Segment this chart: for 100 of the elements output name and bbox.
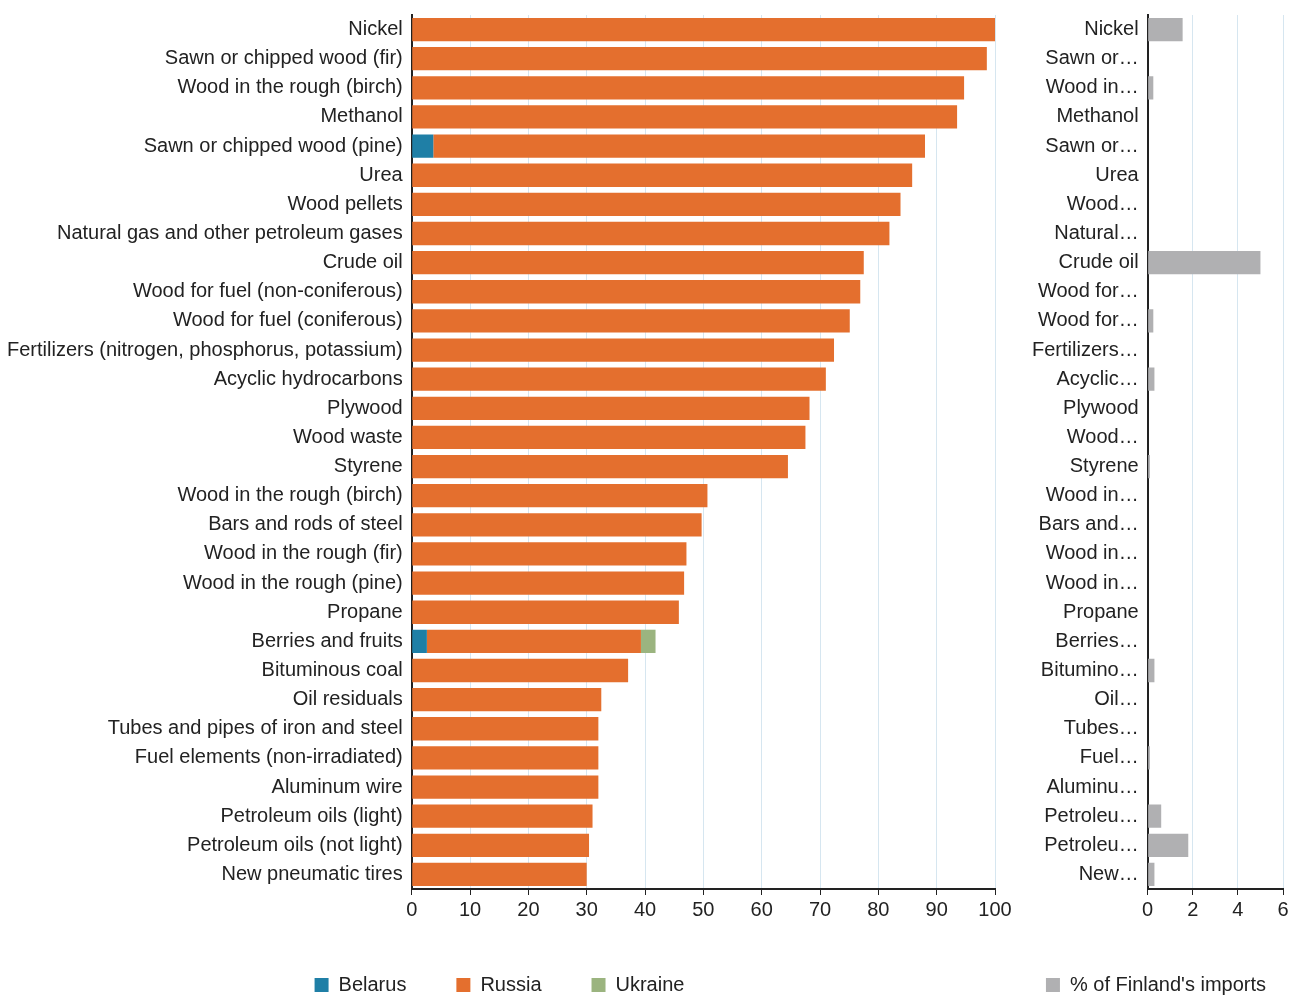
y-tick-label: Nickel <box>1084 17 1139 40</box>
y-tick-label: Aluminum wire <box>271 774 403 797</box>
x-tick-label: 2 <box>1187 897 1199 920</box>
legend-label: % of Finland's imports <box>1069 972 1267 995</box>
y-tick-label: Petroleu… <box>1044 803 1139 826</box>
x-tick-label: 50 <box>692 897 715 920</box>
y-tick-label: Urea <box>1095 162 1140 185</box>
x-tick-label: 60 <box>750 897 773 920</box>
y-tick-label: Wood in… <box>1045 570 1139 593</box>
y-tick-label: Wood in the rough (pine) <box>182 570 403 593</box>
bar <box>412 687 602 712</box>
y-tick-label: Crude oil <box>1058 250 1139 273</box>
y-tick-label: Fuel… <box>1079 745 1139 768</box>
y-tick-label: Berries and fruits <box>251 628 403 651</box>
y-tick-label: Wood for… <box>1037 279 1139 302</box>
y-tick-label: Bars and rods of steel <box>208 512 403 535</box>
y-tick-label: Wood waste <box>293 424 403 447</box>
bar <box>1148 76 1154 100</box>
y-tick-label: Nickel <box>348 17 403 40</box>
bar <box>1148 17 1183 42</box>
bar <box>1148 862 1155 887</box>
bar <box>412 163 913 187</box>
y-tick-label: Acyclic… <box>1056 366 1139 389</box>
bar <box>412 484 708 508</box>
legend-label: Russia <box>480 972 543 995</box>
bar <box>412 717 599 741</box>
y-tick-label: Acyclic hydrocarbons <box>213 366 403 389</box>
y-tick-label: Petroleum oils (not light) <box>187 832 403 855</box>
y-tick-label: Natural gas and other petroleum gases <box>56 221 403 244</box>
x-tick-label: 0 <box>406 897 418 920</box>
y-tick-label: Wood in… <box>1045 75 1139 98</box>
y-tick-label: Fertilizers… <box>1032 337 1139 360</box>
bar <box>433 134 926 158</box>
y-tick-label: Fuel elements (non-irradiated) <box>134 745 403 768</box>
bar <box>1148 309 1154 333</box>
y-tick-label: Natural… <box>1054 221 1139 244</box>
bar <box>412 454 788 479</box>
bar <box>412 775 599 799</box>
bar <box>412 192 901 217</box>
y-tick-label: Propane <box>1063 599 1139 622</box>
bar <box>412 47 987 71</box>
bar <box>412 658 629 683</box>
bar <box>412 338 835 362</box>
bar <box>412 833 590 857</box>
bar <box>412 804 593 828</box>
y-tick-label: Tubes and pipes of iron and steel <box>107 716 403 739</box>
bar <box>412 425 806 450</box>
x-tick-label: 30 <box>575 897 598 920</box>
bar <box>412 134 434 158</box>
bar <box>412 600 679 624</box>
y-tick-label: Oil… <box>1094 687 1139 710</box>
y-tick-label: Wood pellets <box>287 191 403 214</box>
legend-label: Belarus <box>338 972 407 995</box>
bar <box>412 105 958 129</box>
bar <box>412 571 685 595</box>
x-tick-label: 6 <box>1277 897 1289 920</box>
bar <box>412 862 587 887</box>
bar <box>1148 833 1189 857</box>
bar <box>412 250 864 275</box>
y-tick-label: Wood in the rough (birch) <box>177 75 403 98</box>
y-tick-label: New… <box>1078 861 1139 884</box>
y-tick-label: Wood in the rough (fir) <box>204 541 403 564</box>
y-tick-label: Oil residuals <box>292 687 403 710</box>
x-tick-label: 40 <box>633 897 657 920</box>
bar <box>412 542 687 566</box>
y-tick-label: Propane <box>327 599 403 622</box>
y-tick-label: Wood in the rough (birch) <box>177 483 403 506</box>
y-tick-label: Methanol <box>320 104 403 127</box>
y-tick-label: Sawn or chipped wood (fir) <box>164 46 403 69</box>
bar <box>1148 250 1261 275</box>
bar <box>412 367 826 391</box>
y-tick-label: Styrene <box>333 454 403 477</box>
y-tick-label: Wood for… <box>1037 308 1139 331</box>
x-tick-label: 20 <box>517 897 540 920</box>
bar <box>412 513 702 537</box>
y-tick-label: Wood for fuel (non-coniferous) <box>132 279 403 302</box>
y-tick-label: Plywood <box>1063 395 1139 418</box>
x-tick-label: 100 <box>978 897 1012 920</box>
y-tick-label: Sawn or… <box>1045 133 1139 156</box>
y-tick-label: Aluminu… <box>1046 774 1139 797</box>
bar <box>426 629 641 654</box>
x-tick-label: 70 <box>808 897 832 920</box>
y-tick-label: Sawn or… <box>1045 46 1139 69</box>
bar <box>412 396 810 420</box>
bar <box>1148 804 1162 828</box>
bar <box>412 629 427 654</box>
bar <box>412 221 890 246</box>
bar <box>412 76 965 100</box>
legend-label: Ukraine <box>615 972 685 995</box>
bar <box>412 280 861 304</box>
bar <box>412 746 599 770</box>
bar <box>1148 367 1155 391</box>
x-tick-label: 0 <box>1142 897 1154 920</box>
y-tick-label: Urea <box>359 162 404 185</box>
y-tick-label: Styrene <box>1069 454 1139 477</box>
y-tick-label: Petroleu… <box>1044 832 1139 855</box>
y-tick-label: Bituminous coal <box>261 658 403 681</box>
y-tick-label: Wood in… <box>1045 483 1139 506</box>
y-tick-label: Wood… <box>1066 424 1139 447</box>
y-tick-label: Berries… <box>1055 628 1139 651</box>
